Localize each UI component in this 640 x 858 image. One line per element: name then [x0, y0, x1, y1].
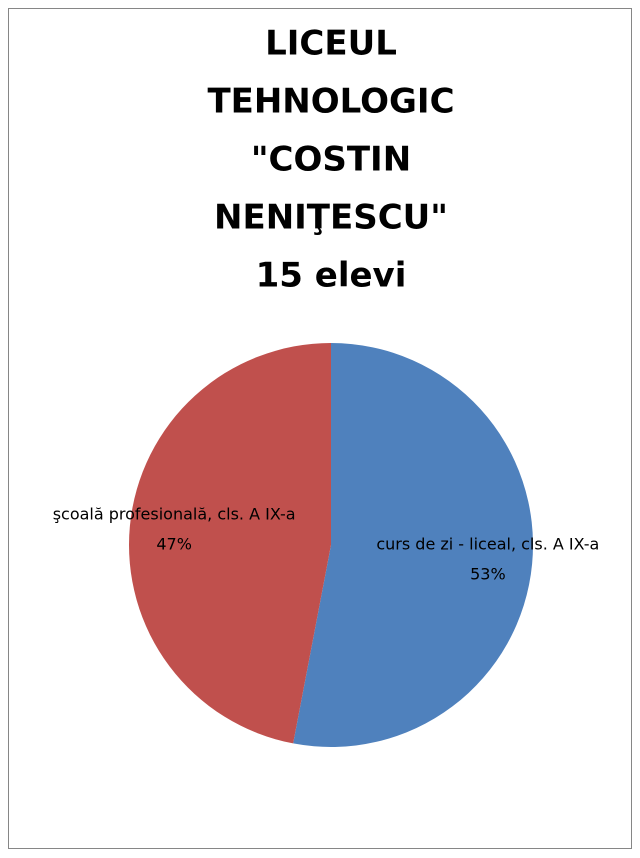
chart-title: 15 elevi	[256, 256, 407, 296]
pie-slice	[129, 342, 331, 744]
chart-title: NENIŢESCU"	[214, 198, 448, 238]
slice-value-label: 47%	[156, 535, 192, 554]
pie-slice	[293, 343, 534, 747]
slice-value-label: 53%	[470, 564, 506, 583]
chart-title: LICEUL	[265, 24, 397, 64]
slice-category-label: curs de zi - liceal, cls. A IX-a	[376, 534, 599, 553]
chart-title: "COSTIN	[251, 140, 411, 180]
slice-category-label: şcoală profesională, cls. A IX-a	[53, 505, 296, 524]
chart-title: TEHNOLOGIC	[207, 82, 454, 122]
